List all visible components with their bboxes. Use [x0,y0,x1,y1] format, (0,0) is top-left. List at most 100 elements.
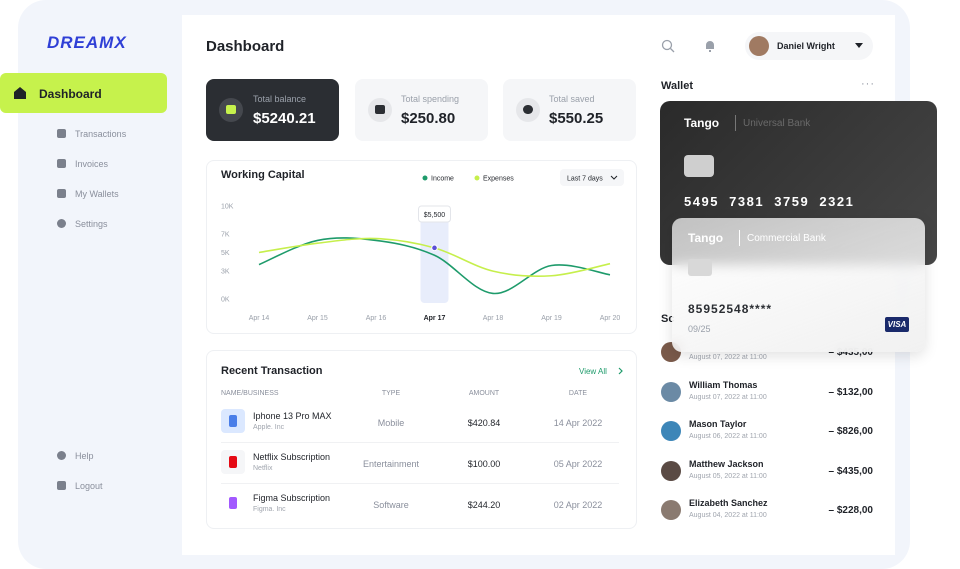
nav-item[interactable]: Transactions [75,129,127,139]
payee-date: August 07, 2022 at 11:00 [689,354,767,361]
y-tick-label: 10K [221,204,234,211]
legend-label: Income [431,176,454,183]
row-icon-glyph [229,497,237,509]
user-name: Daniel Wright [777,41,835,51]
payee-name: William Thomas [689,379,758,390]
column-header: AMOUNT [468,390,500,397]
x-tick-label: Apr 15 [307,315,328,322]
row-sub: Figma. Inc [253,506,286,513]
payee-date: August 06, 2022 at 11:00 [689,433,767,440]
section-title: Wallet [661,80,693,92]
column-header: NAME/BUSINESS [221,390,279,397]
payee-date: August 07, 2022 at 11:00 [689,393,767,401]
x-tick-label: Apr 16 [366,315,387,322]
row-name: Figma Subscription [253,493,331,503]
y-tick-label: 7K [221,231,230,238]
payee-date: August 04, 2022 at 11:00 [689,512,767,519]
chip [684,155,714,177]
chart-title: Working Capital [221,169,305,181]
row-amount: $244.20 [467,500,501,510]
nav-icon [57,451,66,460]
row-divider [221,442,619,443]
stat-label: Total spending [401,94,460,104]
nav-icon [57,159,66,168]
filter-dropdown[interactable] [560,169,624,186]
card-bank: Commercial Bank [747,233,826,244]
highlight [420,216,449,303]
row-type: Software [373,500,409,510]
stat-value: $550.25 [549,110,604,127]
logo: DREAMX [47,33,127,52]
y-tick-label: 3K [221,269,230,276]
nav-item[interactable]: Help [75,451,94,461]
avatar [661,421,681,441]
home-icon [14,87,26,99]
column-header: DATE [568,390,588,397]
row-date: 14 Apr 2022 [553,418,603,428]
point [431,244,438,252]
search-icon[interactable] [661,39,675,53]
x-tick-label: Apr 20 [600,315,621,322]
nav-icon [57,189,66,198]
card-number: 5495 7381 3759 2321 [684,194,855,209]
row-amount: $420.84 [467,418,501,428]
bell-icon[interactable] [704,39,716,53]
stat-label: Total balance [253,94,307,104]
row-date: 05 Apr 2022 [553,459,603,469]
nav-item[interactable]: Invoices [75,159,109,169]
stat-label: Total saved [549,94,595,104]
caret [855,43,863,48]
x-tick-label: Apr 14 [249,315,270,322]
nav-icon [57,219,66,228]
row-date: 02 Apr 2022 [553,500,603,510]
row-type: Entertainment [362,459,420,469]
nav-item[interactable]: Settings [75,219,108,229]
divider [735,115,736,131]
nav-item[interactable]: Dashboard [39,87,102,101]
avatar [661,500,681,520]
payee-amount: – $826,00 [828,426,874,437]
section-title: Recent Transaction [221,365,323,377]
row-icon-glyph [229,415,237,427]
card-bank: Universal Bank [743,118,811,129]
column-header: TYPE [381,390,401,397]
section-title: Sc [661,313,675,325]
row-name: Netflix Subscription [253,452,331,462]
payee-date: August 05, 2022 at 11:00 [689,472,767,480]
payee-name: Matthew Jackson [689,458,764,469]
nav-item[interactable]: Logout [75,481,103,491]
avatar [661,381,681,402]
filter-label[interactable]: Last 7 days [567,176,603,183]
nav-icon [57,481,66,490]
payee-amount: – $435,00 [828,465,874,477]
row-amount: $100.00 [467,459,501,469]
row-divider [221,483,619,484]
more-icon[interactable]: ··· [861,78,875,90]
legend-swatch [474,175,480,181]
view-all[interactable]: View All [579,367,607,376]
data-label: $5,500 [424,212,446,219]
transactions-card [206,350,637,529]
legend-label: Expenses [483,176,514,183]
nav-active[interactable] [0,73,167,113]
tooltip [418,205,451,223]
wallet-icon [226,105,236,114]
card-brand: Tango [684,116,720,130]
nav-item[interactable]: My Wallets [75,189,119,199]
card-expiry: 09/25 [688,324,711,334]
x-tick-label: Apr 17 [424,315,446,322]
x-tick-label: Apr 19 [541,315,562,322]
stat-value: $5240.21 [253,110,316,127]
nav-icon [57,129,66,138]
card-number: 85952548**** [688,302,773,316]
caret [610,175,618,180]
payee-amount: – $132,00 [828,386,874,398]
chart: Working Capital Last 7 days 0K 3K 5K 7K 10K A… [221,169,624,322]
avatar [661,460,681,481]
payee-name: Elizabeth Sanchez [689,498,768,508]
wallet-icon [375,105,385,114]
row-name: Iphone 13 Pro MAX [253,411,332,421]
card-network: VISA [885,317,909,332]
bank-card[interactable] [672,218,925,352]
